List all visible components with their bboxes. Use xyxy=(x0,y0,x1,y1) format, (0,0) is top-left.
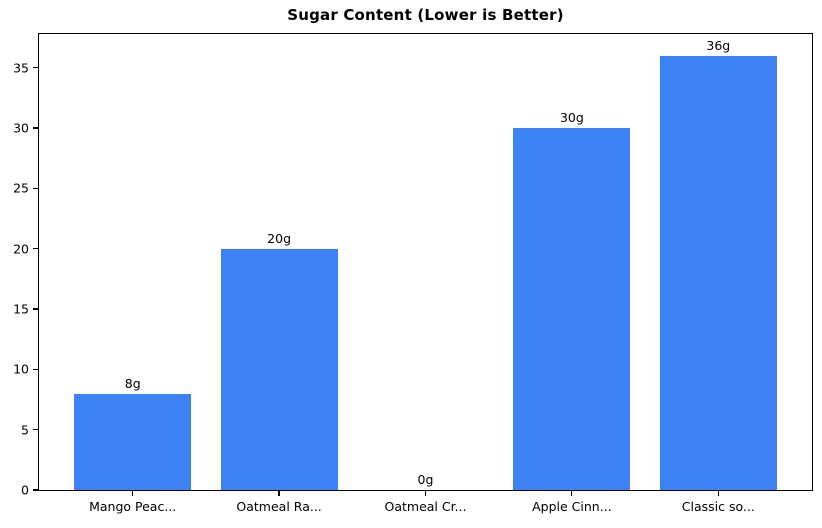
y-tick-mark xyxy=(32,248,38,250)
bar xyxy=(220,248,338,490)
y-tick-label: 15 xyxy=(13,301,29,317)
y-tick-mark xyxy=(32,429,38,431)
y-tick-mark xyxy=(32,368,38,370)
x-tick-mark xyxy=(278,491,280,497)
x-tick-mark xyxy=(132,491,134,497)
y-tick-label: 30 xyxy=(13,120,29,136)
bar-value-label: 0g xyxy=(417,472,434,487)
y-tick-label: 35 xyxy=(13,60,29,76)
y-tick-mark xyxy=(32,67,38,69)
bar-value-label: 36g xyxy=(706,37,731,53)
y-tick-mark xyxy=(32,308,38,310)
bar-value-label: 20g xyxy=(267,230,292,246)
plot-area: 0 5 10 15 20 25 30 35 8g Mango Peac... 20g Oatmeal … xyxy=(13,33,813,514)
x-tick-label: Mango Peac... xyxy=(89,499,177,514)
x-tick-mark xyxy=(571,491,573,497)
y-tick-mark xyxy=(32,127,38,129)
x-tick-mark xyxy=(424,491,427,497)
x-tick-mark xyxy=(717,491,719,497)
bar xyxy=(659,55,777,490)
bar-value-label: 30g xyxy=(559,110,584,126)
bar xyxy=(513,128,631,490)
y-tick-label: 5 xyxy=(21,422,29,438)
y-tick-mark xyxy=(32,489,38,491)
x-tick-label: Classic so... xyxy=(681,499,755,514)
y-tick-label: 20 xyxy=(13,241,29,257)
y-tick-label: 10 xyxy=(13,361,29,377)
bar-value-label: 8g xyxy=(124,375,141,391)
x-tick-label: Oatmeal Cr... xyxy=(384,499,467,514)
y-tick-label: 25 xyxy=(13,180,29,196)
x-tick-label: Oatmeal Ra... xyxy=(236,499,322,514)
y-tick-label: 0 xyxy=(21,482,29,498)
x-tick-label: Apple Cinn... xyxy=(532,499,612,514)
bar xyxy=(74,393,192,490)
y-tick-mark xyxy=(32,187,38,189)
chart-title: Sugar Content (Lower is Better) xyxy=(287,6,564,24)
